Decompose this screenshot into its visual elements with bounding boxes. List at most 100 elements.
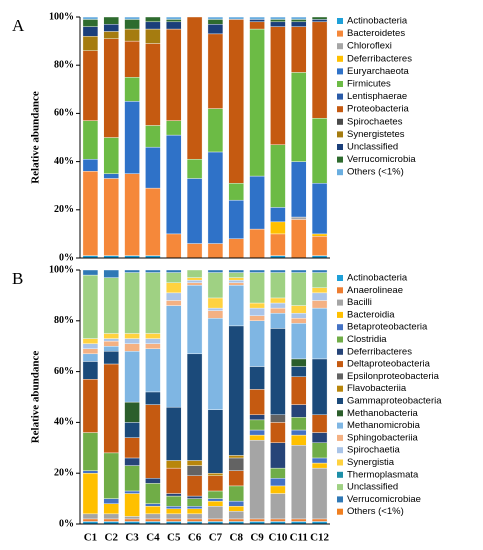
bar-segment [82, 518, 99, 522]
y-axis-label: Relative abundance [30, 351, 42, 444]
bar-segment [291, 219, 307, 259]
bar-segment [124, 269, 140, 273]
bar-segment [82, 274, 99, 339]
legend-label: Spirochaetes [347, 116, 403, 127]
bar-segment [291, 404, 307, 418]
bar-segment [207, 518, 224, 522]
bar-segment [82, 158, 99, 172]
legend-swatch [337, 422, 343, 429]
bar-segment [207, 506, 224, 520]
bar-segment [228, 238, 244, 259]
bar-segment [270, 312, 286, 329]
legend-label: Others (<1%) [347, 506, 404, 517]
bar-segment [145, 125, 161, 148]
bar-segment [166, 16, 182, 20]
bar-segment [207, 500, 224, 507]
legend-swatch [337, 299, 343, 306]
bar-segment [186, 285, 203, 355]
bar-segment [311, 19, 328, 23]
x-tick-label: C9 [250, 532, 264, 544]
bar-segment [249, 272, 265, 304]
bar-segment [207, 16, 224, 20]
bar-segment [124, 77, 140, 102]
legend-swatch [337, 144, 343, 150]
bar-segment [124, 28, 140, 42]
bar-segment [270, 414, 286, 423]
bar-segment [166, 406, 182, 461]
y-tick-label: 100% [49, 11, 74, 22]
bar-segment [207, 475, 224, 492]
legend-label: Anaerolineae [347, 285, 403, 296]
bar-segment [124, 401, 140, 423]
bar-segment [207, 498, 224, 502]
y-tick-label: 0% [59, 252, 74, 263]
y-tick-label: 60% [54, 108, 74, 119]
bar-segment [291, 21, 307, 27]
bar-segment [249, 315, 265, 322]
bar-segment [291, 358, 307, 367]
x-tick-label: C11 [290, 532, 308, 544]
bar-segment [145, 338, 161, 344]
legend-label: Unclassified [347, 482, 398, 493]
legend-swatch [337, 156, 343, 163]
bar-segment [82, 470, 99, 474]
bar-segment [124, 16, 140, 20]
bar-segment [249, 28, 265, 177]
bar-segment [145, 404, 161, 479]
bar-segment [166, 120, 182, 136]
bar-segment [166, 28, 182, 121]
bar-segment [207, 490, 224, 499]
bar-segment [82, 171, 99, 256]
bar-segment [166, 233, 182, 259]
legend-swatch [337, 459, 343, 466]
bar-segment [82, 26, 99, 37]
y-tick-label: 100% [49, 264, 74, 275]
legend-label: Thermoplasmata [347, 469, 419, 480]
bar-segment [249, 302, 265, 309]
bar-segment [82, 353, 99, 362]
bar-segment [82, 16, 99, 20]
x-tick-label: C8 [230, 532, 244, 544]
bar-segment [270, 422, 286, 443]
bar-segment [291, 445, 307, 520]
bar-segment [186, 282, 203, 286]
bar-segment [311, 183, 328, 235]
legend-swatch [337, 55, 343, 62]
bar-segment [82, 432, 99, 471]
bar-segment [270, 21, 286, 27]
y-tick-label: 20% [54, 467, 74, 478]
bar-segment [207, 24, 224, 35]
legend-label: Others (<1%) [347, 167, 404, 178]
bar-segment [82, 120, 99, 160]
bar-segment [228, 285, 244, 327]
legend-swatch [337, 324, 343, 331]
y-tick-label: 80% [54, 315, 74, 326]
legend-label: Clostridia [347, 334, 387, 345]
bar-segment [291, 269, 307, 273]
bar-segment [124, 437, 140, 459]
legend-swatch [337, 275, 343, 281]
bar-segment [166, 292, 182, 301]
y-tick-label: 0% [59, 518, 74, 529]
legend-label: Verrucomicrobiae [347, 494, 421, 505]
bar-segment [228, 455, 244, 459]
legend-swatch [337, 348, 343, 355]
legend-label: Verrucomicrobia [347, 154, 416, 165]
bar-segment [186, 178, 203, 244]
bar-segment [186, 506, 203, 509]
bar-segment [103, 173, 119, 179]
bar-segment [124, 490, 140, 494]
bar-segment [311, 414, 328, 433]
bar-segment [103, 338, 119, 342]
bar-segment [103, 38, 119, 138]
bar-segment [103, 24, 119, 32]
legend-label: Gammaproteobacteria [347, 396, 442, 407]
bar-segment [311, 307, 328, 360]
bar-segment [166, 460, 182, 469]
bar-segment [311, 236, 328, 256]
bar-segment [145, 43, 161, 126]
bar-segment [311, 233, 328, 237]
bar-segment [270, 307, 286, 314]
legend-swatch [337, 434, 343, 441]
